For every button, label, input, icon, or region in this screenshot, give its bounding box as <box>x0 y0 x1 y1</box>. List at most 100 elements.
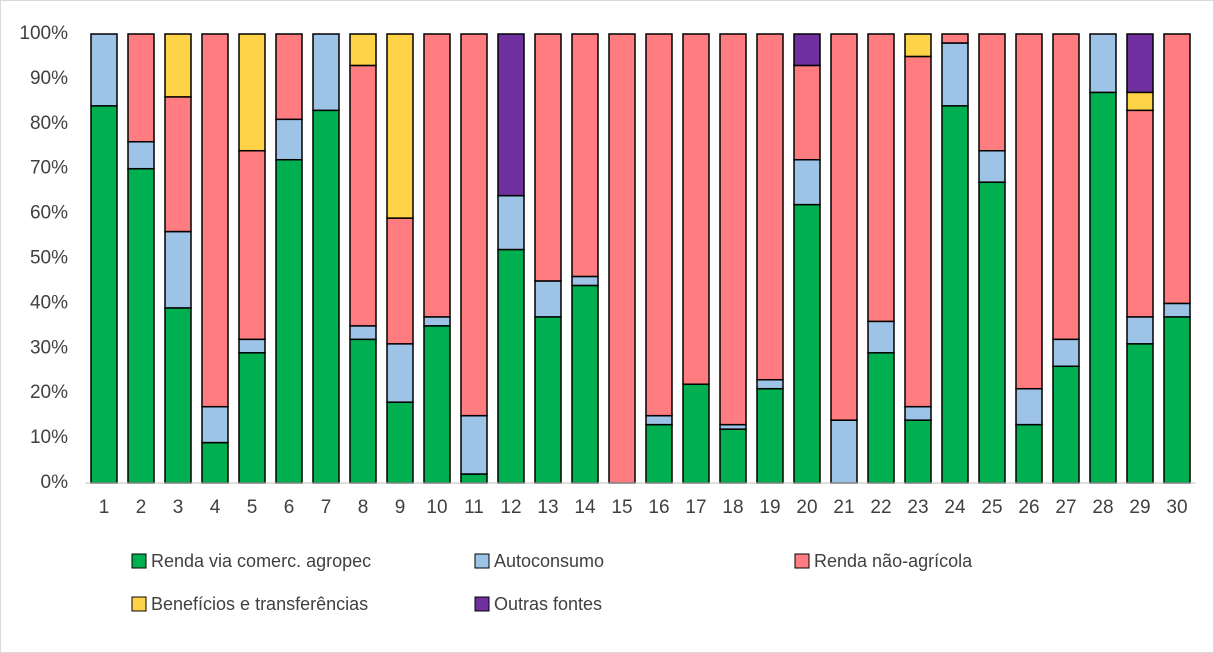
x-tick-label: 13 <box>537 497 558 518</box>
bar-segment <box>497 194 525 251</box>
bar-segment <box>386 33 414 219</box>
x-tick-label: 11 <box>464 497 484 518</box>
legend-label: Renda via comerc. agropec <box>151 551 371 571</box>
y-tick-label: 30% <box>30 337 68 358</box>
bar-segment <box>127 33 155 143</box>
bar-segment <box>978 33 1006 152</box>
x-tick-label: 17 <box>685 497 706 518</box>
bar-segment <box>238 338 266 354</box>
bar-segment <box>1163 302 1191 318</box>
legend-label: Benefícios e transferências <box>151 594 368 614</box>
x-tick-label: 24 <box>944 497 966 518</box>
bar-segment <box>682 383 710 484</box>
x-tick-label: 26 <box>1018 497 1039 518</box>
bar-segment <box>756 378 784 390</box>
bar-segment <box>386 401 414 484</box>
bar-segment <box>793 158 821 206</box>
bar-segment <box>90 105 118 484</box>
bar-segment <box>460 473 488 484</box>
bar-segment <box>904 33 932 58</box>
x-tick-label: 28 <box>1092 497 1113 518</box>
bar-segment <box>423 33 451 318</box>
bar-segment <box>423 325 451 484</box>
bar-segment <box>608 33 636 484</box>
y-tick-label: 40% <box>30 292 68 313</box>
legend-swatch <box>131 596 147 612</box>
bar-segment <box>1052 338 1080 368</box>
bar-segment <box>275 33 303 121</box>
bar-segment <box>904 419 932 484</box>
bar-segment <box>571 275 599 287</box>
bar-segment <box>904 55 932 408</box>
y-tick-label: 100% <box>19 23 68 44</box>
bar-segment <box>127 141 155 170</box>
bar-segment <box>941 33 969 44</box>
bar-segment <box>312 33 340 112</box>
bar-segment <box>349 338 377 484</box>
bar-segment <box>127 167 155 484</box>
legend-swatch <box>131 553 147 569</box>
bar-segment <box>978 149 1006 183</box>
bar-segment <box>1015 387 1043 426</box>
x-tick-label: 3 <box>173 497 184 518</box>
legend-label: Renda não-agrícola <box>814 551 973 571</box>
bar-segment <box>312 109 340 484</box>
bar-segment <box>1015 33 1043 390</box>
bar-segment <box>1052 33 1080 341</box>
bar-segment <box>867 320 895 354</box>
bar-segment <box>349 325 377 341</box>
x-tick-label: 29 <box>1129 497 1150 518</box>
x-tick-label: 12 <box>500 497 521 518</box>
bar-segment <box>1126 109 1154 318</box>
x-tick-label: 25 <box>981 497 1002 518</box>
x-tick-label: 27 <box>1055 497 1076 518</box>
x-tick-label: 6 <box>284 497 295 518</box>
bar-segment <box>941 42 969 107</box>
legend-label: Autoconsumo <box>494 551 604 571</box>
y-tick-label: 20% <box>30 382 68 403</box>
bar-segment <box>534 33 562 282</box>
bar-segment <box>867 352 895 484</box>
bar-segment <box>793 203 821 484</box>
bar-segment <box>830 33 858 421</box>
x-tick-label: 2 <box>136 497 147 518</box>
bar-segment <box>645 33 673 417</box>
x-tick-label: 16 <box>648 497 669 518</box>
bar-segment <box>1163 316 1191 484</box>
y-tick-label: 50% <box>30 248 68 269</box>
x-tick-label: 5 <box>247 497 258 518</box>
bar-segment <box>1126 91 1154 112</box>
bar-segment <box>904 405 932 421</box>
bar-segment <box>460 414 488 475</box>
bar-segment <box>201 33 229 408</box>
bar-segment <box>275 118 303 161</box>
bar-segment <box>497 248 525 484</box>
bar-segment <box>756 33 784 381</box>
bar-segment <box>201 441 229 484</box>
x-tick-label: 10 <box>426 497 447 518</box>
x-tick-label: 4 <box>210 497 221 518</box>
bar-segment <box>238 352 266 484</box>
y-tick-label: 90% <box>30 68 68 89</box>
bar-segment <box>1126 343 1154 484</box>
legend-swatch <box>474 596 490 612</box>
bar-segment <box>867 33 895 323</box>
bar-segment <box>164 96 192 233</box>
x-tick-label: 7 <box>321 497 332 518</box>
x-tick-label: 8 <box>358 497 369 518</box>
bar-segment <box>793 64 821 161</box>
y-tick-label: 60% <box>30 203 68 224</box>
bar-segment <box>164 33 192 98</box>
bar-segment <box>645 423 673 484</box>
x-tick-label: 23 <box>907 497 928 518</box>
x-tick-label: 30 <box>1166 497 1187 518</box>
x-tick-label: 20 <box>796 497 817 518</box>
bar-segment <box>1089 91 1117 484</box>
x-tick-label: 19 <box>759 497 780 518</box>
x-tick-label: 15 <box>611 497 632 518</box>
bar-segment <box>1015 423 1043 484</box>
x-tick-label: 21 <box>833 497 854 518</box>
bar-segment <box>793 33 821 67</box>
y-tick-label: 80% <box>30 113 68 134</box>
